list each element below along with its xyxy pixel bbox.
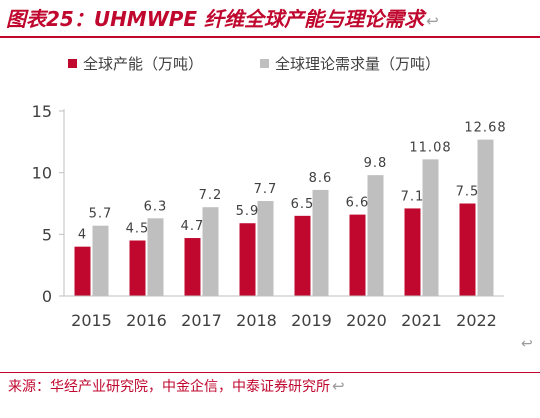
data-label-s1-2015: 4 [78, 228, 87, 243]
data-label-s1-2020: 6.6 [346, 196, 370, 211]
bar-s1-2018 [239, 223, 256, 296]
bar-s2-2016 [147, 218, 164, 296]
x-tick-label: 2016 [126, 311, 167, 330]
data-label-s1-2022: 7.5 [456, 185, 480, 200]
data-label-s1-2018: 5.9 [236, 204, 260, 219]
bar-s2-2017 [202, 207, 219, 296]
figure-title: 图表25：UHMWPE 纤维全球产能与理论需求 ↩ [6, 4, 534, 34]
bar-s1-2015 [74, 246, 91, 296]
source-note: 来源：华经产业研究院，中金企信，中泰证券研究所 ↩ [8, 376, 345, 397]
data-label-s1-2016: 4.5 [126, 222, 150, 237]
bar-s2-2021 [422, 159, 439, 296]
y-tick-label: 5 [42, 225, 52, 244]
bar-s2-2018 [257, 201, 274, 296]
data-label-s2-2018: 7.7 [254, 182, 278, 197]
x-tick-label: 2020 [346, 311, 387, 330]
bar-s2-2019 [312, 189, 329, 296]
paragraph-mark-icon: ↩ [521, 336, 533, 352]
data-label-s2-2017: 7.2 [199, 188, 223, 203]
bar-s2-2020 [367, 175, 384, 296]
data-label-s1-2021: 7.1 [401, 189, 425, 204]
source-divider [0, 372, 540, 373]
paragraph-mark-icon: ↩ [426, 12, 439, 30]
data-label-s2-2020: 9.8 [364, 156, 388, 171]
bar-s1-2020 [349, 214, 366, 296]
paragraph-mark-icon: ↩ [332, 377, 345, 395]
y-tick-label: 10 [32, 164, 52, 183]
legend-label-2: 全球理论需求量（万吨） [275, 55, 440, 73]
data-label-s1-2019: 6.5 [291, 197, 315, 212]
figure-title-text: 图表25：UHMWPE 纤维全球产能与理论需求 [6, 7, 425, 31]
x-tick-label: 2015 [71, 311, 112, 330]
y-tick-label: 0 [42, 287, 52, 306]
y-tick-label: 15 [32, 102, 52, 121]
bar-chart: 全球产能（万吨） 全球理论需求量（万吨） 0 5 10 15 45.7 2015 4.5 6.3 2… [32, 55, 506, 330]
data-label-s2-2022: 12.68 [464, 121, 506, 136]
bar-s2-2015 [92, 225, 109, 296]
bar-s1-2019 [294, 215, 311, 296]
data-label-s2-2015: 5.7 [89, 207, 113, 222]
data-label-s2-2019: 8.6 [309, 171, 333, 186]
data-label-s1-2017: 4.7 [181, 219, 205, 234]
x-tick-label: 2017 [181, 311, 222, 330]
bar-s1-2016 [129, 240, 146, 296]
x-tick-label: 2018 [236, 311, 277, 330]
legend-label-1: 全球产能（万吨） [83, 55, 203, 73]
bar-s1-2017 [184, 238, 201, 296]
legend-swatch-2 [260, 59, 269, 68]
x-tick-label: 2019 [291, 311, 332, 330]
bar-s2-2022 [477, 139, 494, 296]
x-tick-label: 2021 [401, 311, 442, 330]
data-label-s2-2016: 6.3 [144, 199, 168, 214]
x-tick-label: 2022 [456, 311, 497, 330]
source-text: 来源：华经产业研究院，中金企信，中泰证券研究所 [8, 379, 330, 395]
legend-swatch-1 [68, 59, 77, 68]
bar-s1-2022 [459, 203, 476, 296]
bar-s1-2021 [404, 208, 421, 296]
title-divider [0, 36, 540, 38]
data-label-s2-2021: 11.08 [409, 140, 451, 155]
